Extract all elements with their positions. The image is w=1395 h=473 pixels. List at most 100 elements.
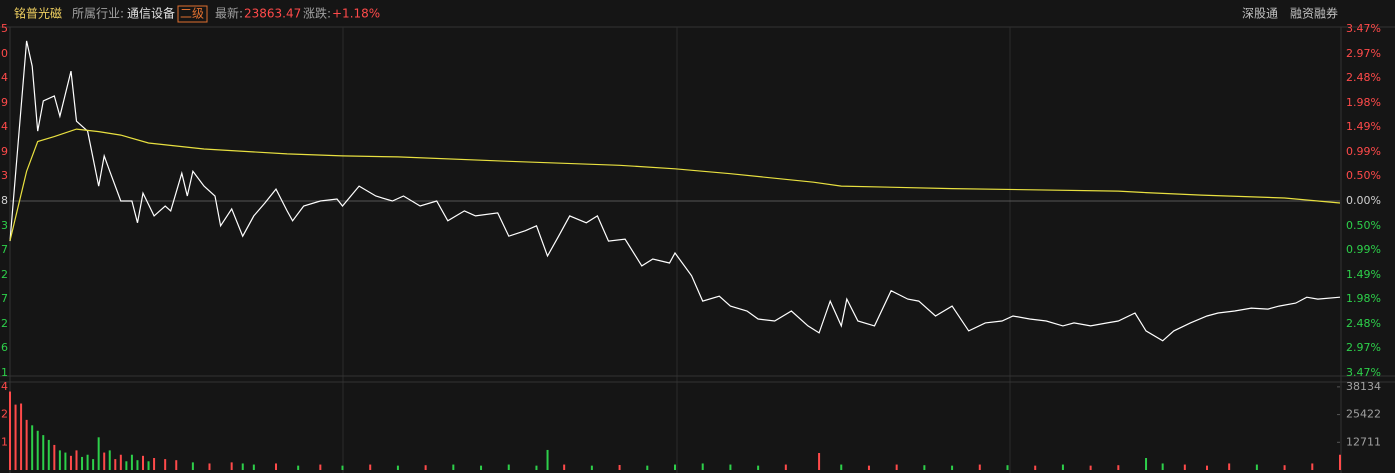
volume-bar [297, 465, 300, 470]
volume-bar [147, 461, 150, 470]
volume-bar [81, 456, 84, 470]
volume-bar [114, 459, 117, 470]
y-tick-label: 3.47% [1346, 366, 1381, 379]
left-axis-label: 8 [1, 194, 8, 207]
volume-bar [86, 454, 89, 470]
button[interactable]: 融资融券 [1290, 6, 1338, 21]
left-axis-label: 0 [1, 47, 8, 60]
volume-bar [701, 463, 704, 470]
volume-left-label: 4 [1, 380, 8, 393]
y-tick-label: 3.47% [1346, 22, 1381, 35]
price-line [9, 40, 1341, 342]
volume-bar [252, 464, 255, 470]
volume-bar [14, 404, 17, 470]
volume-bar [25, 419, 28, 470]
industry-label: 所属行业: [72, 7, 124, 21]
latest-value: 23863.47 [244, 7, 301, 21]
volume-bar [58, 450, 61, 470]
volume-bar [452, 464, 455, 470]
volume-bar [108, 450, 111, 470]
volume-bar [546, 449, 549, 470]
volume-bar [535, 465, 538, 470]
volume-bar [563, 464, 566, 470]
volume-left-label: 1 [1, 435, 8, 448]
industry[interactable]: 通信设备 [127, 7, 175, 21]
volume-bar [130, 454, 133, 470]
y-tick-label: 0.50% [1346, 169, 1381, 182]
volume-bar [241, 463, 244, 470]
left-axis-label: 2 [1, 317, 8, 330]
volume-bar [275, 463, 277, 470]
volume-bar [9, 391, 11, 470]
volume-bar [867, 465, 870, 470]
volume-bar [1006, 465, 1009, 470]
y-tick-label: 0.50% [1346, 219, 1381, 232]
volume-bar [64, 452, 67, 470]
change-value: +1.18% [332, 7, 380, 21]
volume-tick-label: 38134 [1346, 380, 1381, 393]
volume-bar [208, 463, 211, 470]
latest-label: 最新: [215, 6, 243, 21]
volume-bar [1117, 465, 1120, 470]
volume-bar [1034, 465, 1037, 470]
volume-bar [424, 465, 427, 470]
y-tick-label: 2.97% [1346, 47, 1381, 60]
volume-bar [1089, 465, 1092, 470]
left-axis-label: 9 [1, 96, 8, 109]
volume-bar [31, 425, 34, 470]
left-axis-label: 7 [1, 243, 8, 256]
volume-bar [923, 465, 926, 470]
volume-tick-label: 25422 [1346, 408, 1381, 421]
volume-bar [119, 454, 122, 470]
y-tick-label: 0.99% [1346, 243, 1381, 256]
volume-bar [319, 464, 322, 470]
volume-bar [36, 430, 39, 470]
y-tick-label: 1.49% [1346, 268, 1381, 281]
volume-bar [341, 465, 344, 470]
volume-bar [840, 464, 843, 470]
y-tick-label: 1.49% [1346, 120, 1381, 133]
y-tick-label: 2.48% [1346, 317, 1381, 330]
left-axis-label: 4 [1, 71, 8, 84]
left-axis-label: 2 [1, 268, 8, 281]
left-axis-label: 5 [1, 22, 8, 35]
level-box [177, 5, 208, 23]
volume-bar [175, 460, 178, 470]
volume-bar [75, 450, 78, 470]
volume-bar [1183, 464, 1186, 470]
change-label: 涨跌: [303, 6, 331, 21]
volume-bar [818, 453, 821, 470]
volume-bar [674, 464, 676, 470]
volume-bar [136, 460, 139, 470]
volume-bar [142, 455, 144, 470]
volume-bar [1145, 458, 1148, 470]
volume-bar [125, 461, 128, 470]
volume-bar [1206, 465, 1208, 470]
left-axis-label: 1 [1, 366, 8, 379]
volume-bar [590, 465, 593, 470]
price-line [9, 128, 1341, 241]
volume-bar [951, 465, 954, 470]
volume-bar [164, 459, 167, 470]
volume-bar [729, 464, 732, 470]
left-axis-label: 7 [1, 292, 8, 305]
y-tick-label: 0.00% [1346, 194, 1381, 207]
volume-bar [92, 459, 95, 470]
button[interactable]: 深股通 [1242, 7, 1278, 21]
left-axis-label: 3 [1, 219, 8, 232]
y-tick-label: 2.48% [1346, 71, 1381, 84]
y-tick-label: 2.97% [1346, 341, 1381, 354]
volume-bar [153, 458, 156, 470]
volume-bar [1228, 463, 1231, 470]
level[interactable]: 二级 [180, 7, 204, 21]
volume-bar [1161, 463, 1164, 470]
y-tick-label: 1.98% [1346, 96, 1381, 109]
volume-bar [369, 464, 372, 470]
volume-bar [103, 452, 106, 470]
volume-bar [230, 462, 233, 470]
volume-bar [1255, 464, 1258, 470]
left-axis-label: 9 [1, 145, 8, 158]
volume-bar [47, 439, 50, 470]
volume-bar [507, 464, 510, 470]
